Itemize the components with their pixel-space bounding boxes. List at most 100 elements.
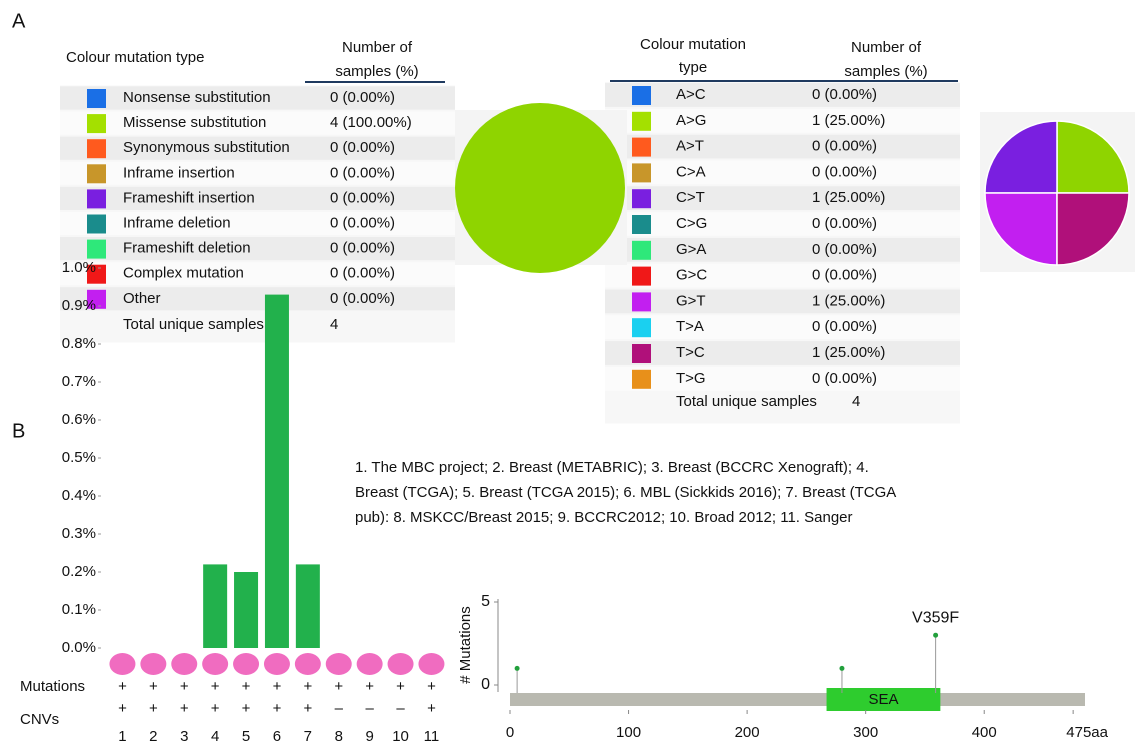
- row-mark: +: [118, 678, 127, 695]
- mutation-type: Frameshift insertion: [123, 189, 255, 206]
- row-background: [605, 366, 960, 391]
- bar: [264, 294, 289, 648]
- sample-marker: [171, 653, 198, 675]
- mutation-type: Other: [123, 290, 161, 307]
- colour-swatch: [87, 139, 106, 159]
- colour-swatch: [87, 164, 106, 184]
- y-tick-label: 0.9%: [62, 297, 96, 314]
- x-tick-label: 3: [180, 728, 188, 745]
- colour-swatch: [87, 239, 106, 259]
- sample-count: 0 (0.00%): [812, 241, 877, 258]
- sample-count: 1 (25.00%): [812, 112, 885, 129]
- row-mark: +: [149, 678, 158, 695]
- y-axis-label: # Mutations: [457, 606, 474, 684]
- x-tick-label: 200: [735, 724, 760, 741]
- panel-label: A: [12, 10, 26, 32]
- row-background: [60, 86, 455, 110]
- x-tick-label: 300: [853, 724, 878, 741]
- pie-slice: [1056, 192, 1130, 266]
- colour-swatch: [87, 114, 106, 134]
- colour-swatch: [632, 189, 651, 209]
- row-background: [605, 134, 960, 159]
- row-mark: +: [365, 678, 374, 695]
- row-mark: +: [211, 700, 220, 717]
- mutation-type: Complex mutation: [123, 265, 244, 282]
- row-mark: +: [180, 678, 189, 695]
- sample-count: 4 (100.00%): [330, 114, 412, 131]
- sample-marker: [263, 653, 290, 675]
- x-tick-label: 475aa: [1066, 724, 1108, 741]
- x-tick-label: 1: [118, 728, 126, 745]
- colour-swatch: [87, 189, 106, 209]
- total-value: 4: [852, 393, 860, 410]
- x-tick-label: 6: [273, 728, 281, 745]
- y-tick-label: 0.3%: [62, 525, 96, 542]
- mutation-type: Inframe insertion: [123, 164, 235, 181]
- colour-swatch: [632, 240, 651, 260]
- row-mark: +: [303, 700, 312, 717]
- colour-swatch: [632, 344, 651, 363]
- y-tick-label: 5: [481, 593, 490, 610]
- x-tick-label: 5: [242, 728, 250, 745]
- x-tick-label: 10: [392, 728, 409, 745]
- colour-swatch: [632, 111, 651, 131]
- sample-marker: [387, 653, 414, 675]
- row-background: [605, 212, 960, 236]
- bar: [234, 572, 259, 648]
- row-label: CNVs: [20, 711, 59, 728]
- row-background: [605, 186, 960, 211]
- y-tick-label: 0.6%: [62, 411, 96, 428]
- sample-marker: [140, 653, 167, 675]
- row-background: [605, 341, 960, 365]
- colour-swatch: [87, 214, 106, 234]
- pie-slice: [984, 192, 1058, 266]
- sample-count: 0 (0.00%): [330, 265, 395, 282]
- sample-marker: [233, 653, 260, 675]
- mutation-type: Frameshift deletion: [123, 240, 251, 257]
- protein-backbone: [510, 693, 1085, 706]
- x-tick-label: 4: [211, 728, 219, 745]
- row-mark: +: [118, 700, 127, 717]
- sample-count: 0 (0.00%): [812, 318, 877, 335]
- row-mark: +: [242, 678, 251, 695]
- total-label: Total unique samples: [676, 393, 817, 410]
- sample-count: 0 (0.00%): [812, 86, 877, 103]
- row-mark: +: [273, 700, 282, 717]
- colour-swatch: [632, 369, 651, 389]
- sample-marker: [294, 653, 321, 675]
- mutation-type: G>A: [676, 241, 706, 258]
- row-mark: +: [180, 700, 189, 717]
- lollipop-head: [933, 632, 939, 638]
- x-tick-label: 7: [304, 728, 312, 745]
- row-mark: –: [335, 700, 344, 717]
- domain: [826, 688, 941, 711]
- sample-marker: [356, 653, 383, 675]
- row-mark: +: [334, 678, 343, 695]
- mutation-type: T>C: [676, 344, 705, 361]
- colour-swatch: [632, 266, 651, 286]
- row-background: [605, 83, 960, 107]
- sample-marker: [109, 653, 136, 675]
- sample-count: 0 (0.00%): [330, 290, 395, 307]
- y-tick-label: 0: [481, 676, 490, 693]
- total-value: 4: [330, 316, 338, 333]
- y-tick-label: 0.1%: [62, 601, 96, 618]
- row-label: Mutations: [20, 678, 85, 695]
- x-tick-label: 0: [506, 724, 514, 741]
- sample-marker: [325, 653, 352, 675]
- bar: [295, 564, 320, 648]
- row-mark: +: [427, 700, 436, 717]
- row-mark: +: [396, 678, 405, 695]
- domain-label: SEA: [868, 691, 898, 708]
- colour-swatch: [632, 137, 651, 157]
- colour-swatch: [87, 289, 106, 309]
- mutation-type: Nonsense substitution: [123, 89, 271, 106]
- sample-count: 0 (0.00%): [812, 267, 877, 284]
- bar: [203, 564, 228, 648]
- mutation-type: A>C: [676, 86, 706, 103]
- y-tick-label: 1.0%: [62, 259, 96, 276]
- colour-swatch: [632, 163, 651, 183]
- mutation-type: C>A: [676, 163, 706, 180]
- panel-label: B: [12, 420, 25, 442]
